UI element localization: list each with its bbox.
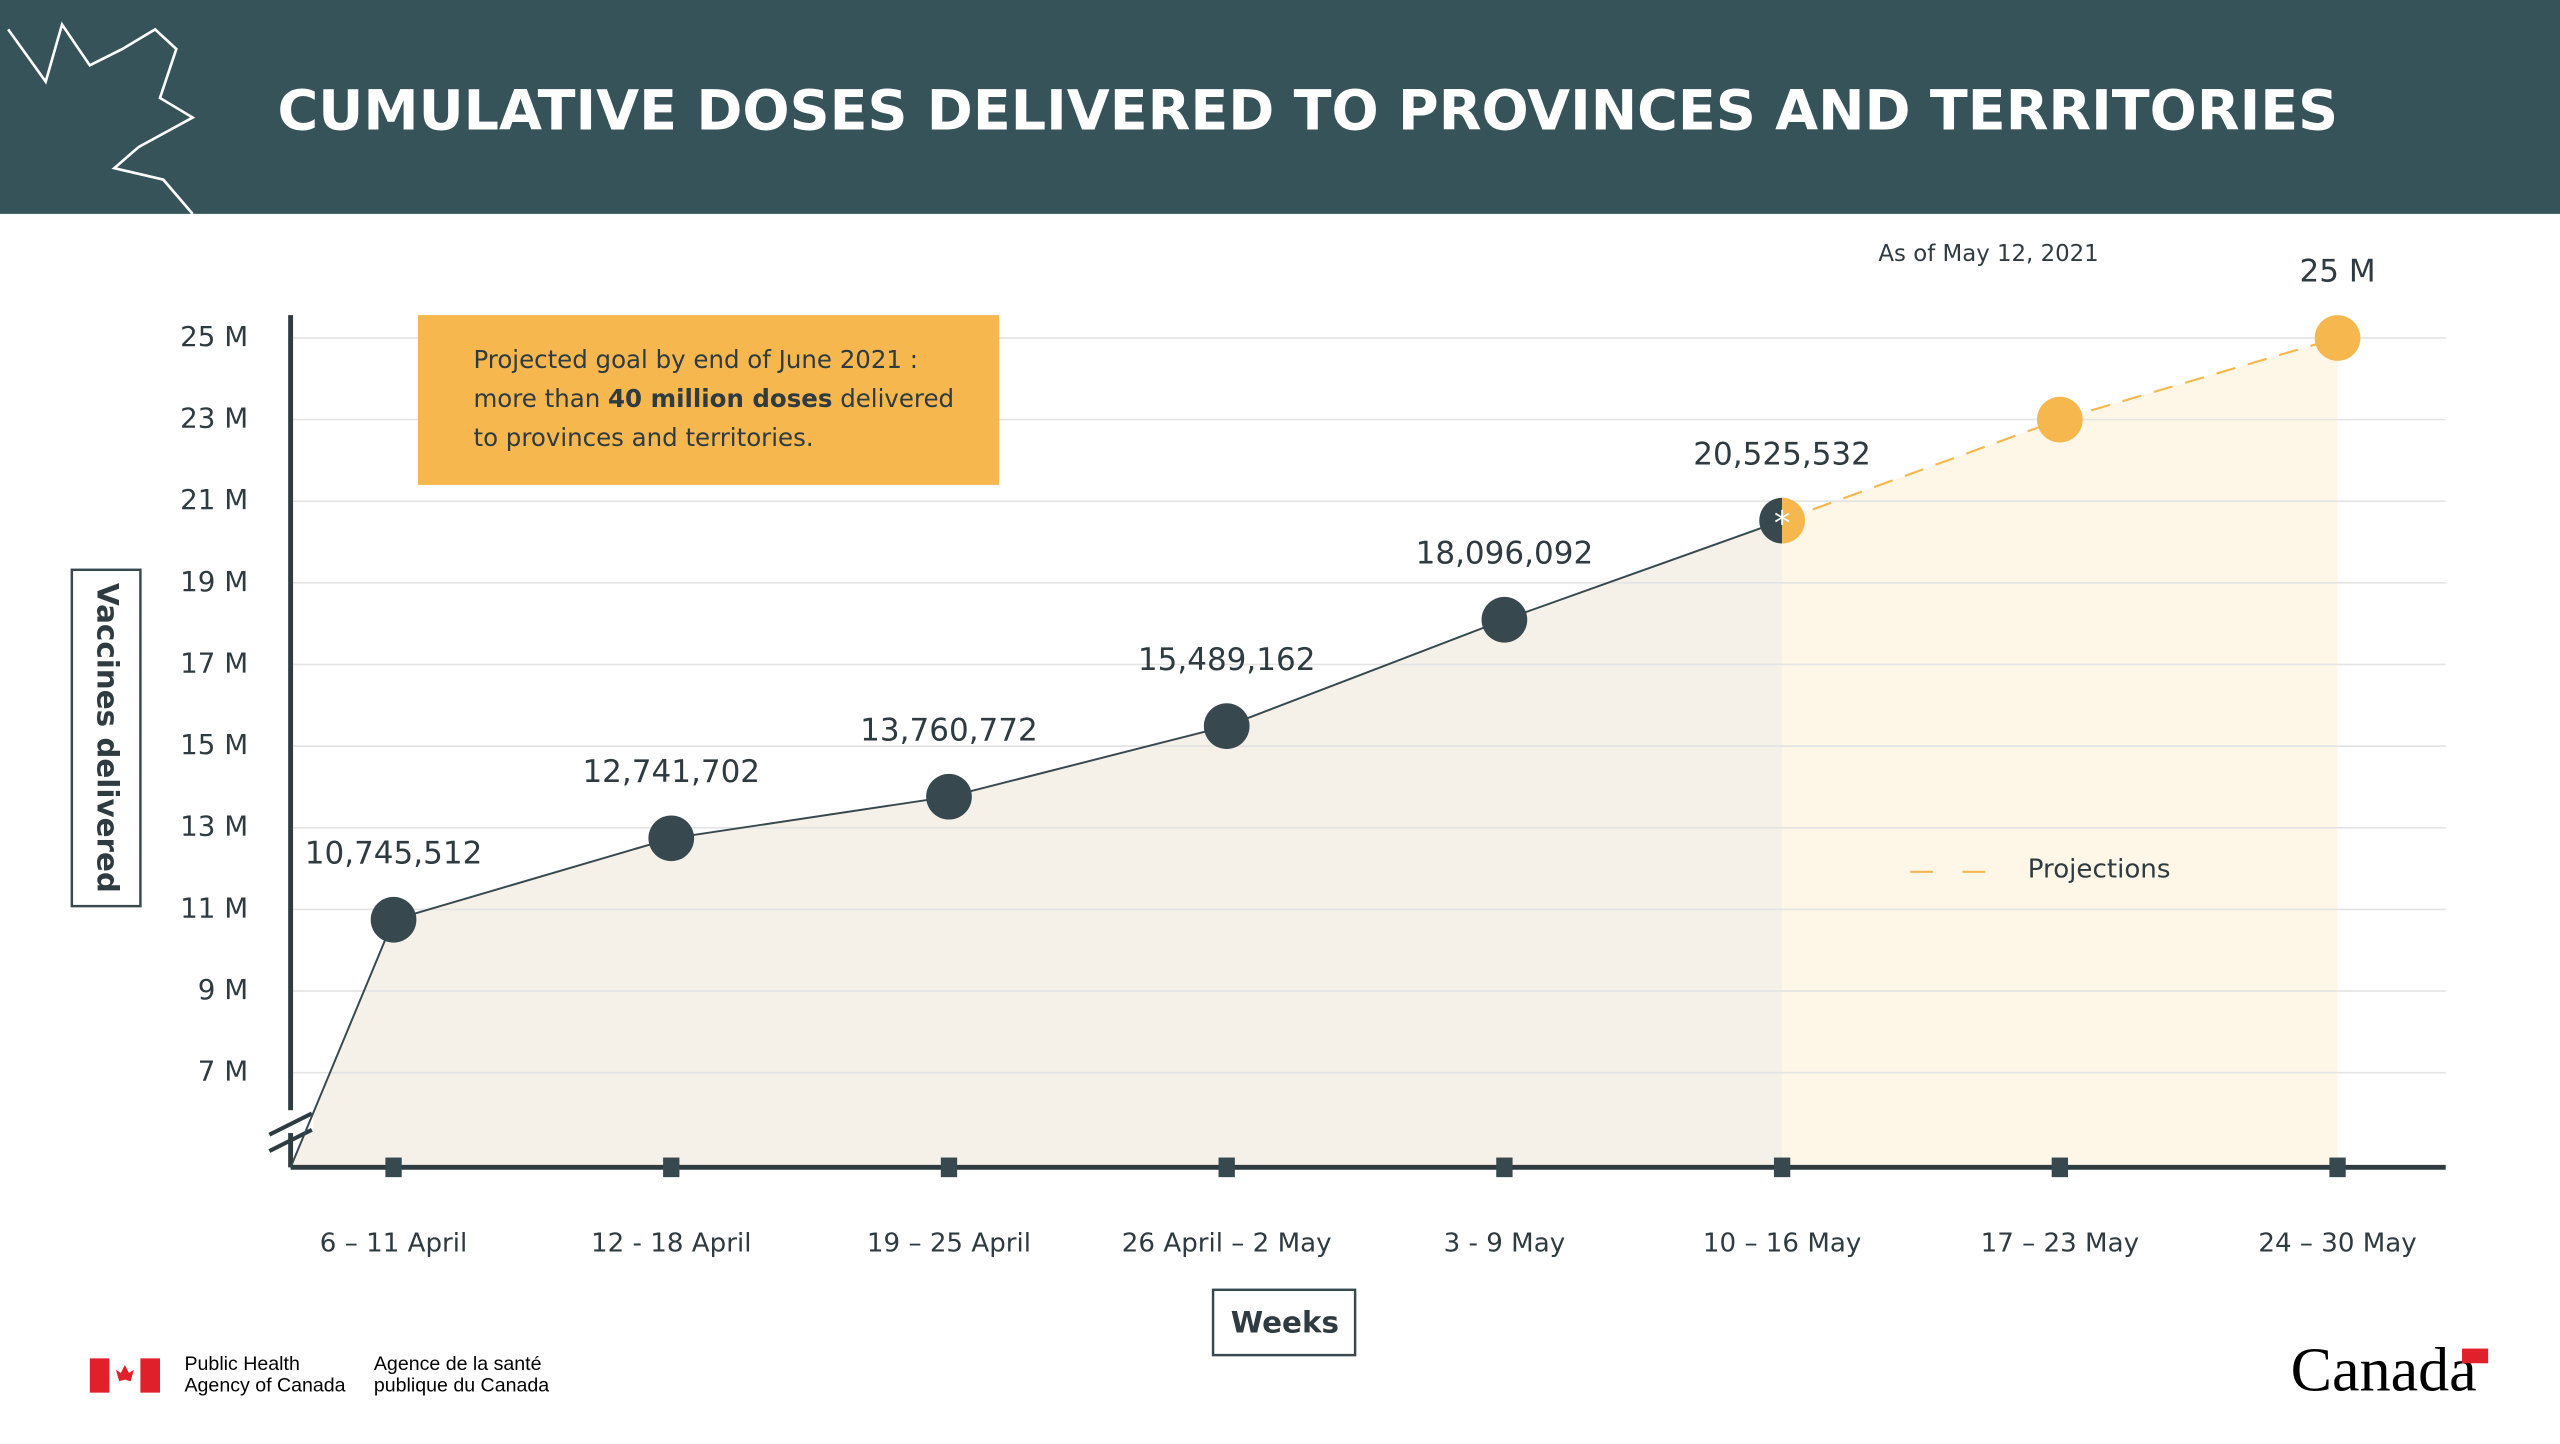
annotation-text: delivered [832, 384, 954, 413]
footer-text: Agency of Canada [184, 1374, 345, 1396]
y-tick-label: 25 M [180, 320, 248, 353]
x-tick [940, 1157, 958, 1178]
projection-area [1782, 337, 2338, 1168]
legend-label: Projections [2028, 855, 2171, 885]
marker [370, 896, 417, 943]
marker [648, 815, 695, 862]
footer-logo: Public Health Agency of Canada Agence de… [89, 1353, 549, 1396]
x-axis-label: Weeks [1231, 1306, 1339, 1340]
x-tick-label: 24 – 30 May [2258, 1229, 2416, 1259]
y-label-box [70, 568, 142, 908]
marker [926, 773, 972, 820]
y-tick-label: 11 M [180, 891, 248, 924]
y-tick-label: 9 M [198, 973, 248, 1006]
footer-text: Agence de la santé [374, 1353, 542, 1375]
x-tick [2051, 1157, 2068, 1178]
flag-band [140, 1358, 160, 1393]
axis-break-gap [267, 1110, 314, 1134]
projection-line [2059, 336, 2338, 421]
footer-text: publique du Canada [374, 1374, 549, 1396]
x-tick [385, 1157, 402, 1178]
annotation-line: more than 40 million doses delivered [473, 384, 954, 413]
x-tick-label: 17 – 23 May [1981, 1229, 2139, 1259]
x-tick [2329, 1157, 2346, 1178]
y-axis-label: Vaccines delivered [91, 583, 125, 893]
marker [1481, 596, 1528, 643]
x-tick [1773, 1157, 1791, 1178]
data-label: 10,745,512 [305, 835, 483, 871]
data-line [393, 519, 1783, 921]
marker [2036, 396, 2083, 443]
x-tick-label: 3 - 9 May [1444, 1229, 1566, 1259]
lead-in-line [289, 919, 395, 1168]
wordmark: Canada [2291, 1337, 2477, 1405]
annotation-box [417, 315, 1000, 485]
data-label: 15,489,162 [1138, 642, 1316, 678]
plot-area: 7 M 9 M 11 M 13 M 15 M 17 M 19 M 21 M 23 M 25 M 6 … [180, 254, 2446, 1259]
y-tick-label: 19 M [180, 565, 248, 598]
x-tick-label: 26 April – 2 May [1122, 1229, 1332, 1259]
x-label-box [1211, 1288, 1357, 1357]
axis-break [268, 1111, 313, 1137]
actual-area [290, 520, 1783, 1168]
marker-half [1782, 497, 1805, 544]
x-tick [1218, 1157, 1235, 1178]
subtitle: As of May 12, 2021 [1878, 241, 2098, 267]
x-tick-label: 6 – 11 April [320, 1229, 467, 1259]
y-tick-label: 21 M [180, 483, 248, 516]
flag-leaf [115, 1364, 134, 1382]
x-tick [663, 1157, 680, 1178]
y-tick-label: 15 M [180, 728, 248, 761]
header-band [0, 0, 2560, 214]
y-tick-label: 17 M [180, 646, 248, 679]
x-tick [1496, 1157, 1513, 1178]
annotation-line: Projected goal by end of June 2021 : [473, 345, 918, 374]
marker-star: * [1774, 504, 1790, 542]
data-label: 20,525,532 [1693, 436, 1871, 472]
x-tick-label: 12 - 18 April [591, 1229, 751, 1259]
y-tick-label: 13 M [180, 810, 248, 843]
x-tick-label: 10 – 16 May [1703, 1229, 1861, 1259]
data-label: 13,760,772 [860, 712, 1038, 748]
header-title: CUMULATIVE DOSES DELIVERED TO PROVINCES … [278, 78, 2339, 143]
annotation-bold: 40 million doses [608, 384, 832, 413]
marker [1203, 703, 1250, 750]
y-tick-label: 23 M [180, 402, 248, 435]
projection-connector [1781, 418, 2061, 522]
x-tick-label: 19 – 25 April [867, 1229, 1031, 1259]
marker [2314, 315, 2361, 361]
marker [1759, 497, 1783, 544]
footer-text: Public Health [184, 1353, 299, 1375]
data-label: 12,741,702 [582, 754, 760, 790]
flag-band [89, 1358, 110, 1393]
annotation-line: to provinces and territories. [473, 423, 813, 452]
wordmark-flag [2462, 1348, 2489, 1364]
maple-leaf-outline [7, 21, 196, 215]
annotation-text: more than [473, 384, 608, 413]
y-tick-label: 7 M [198, 1055, 248, 1088]
data-label: 18,096,092 [1416, 535, 1594, 571]
data-label: 25 M [2300, 254, 2376, 290]
